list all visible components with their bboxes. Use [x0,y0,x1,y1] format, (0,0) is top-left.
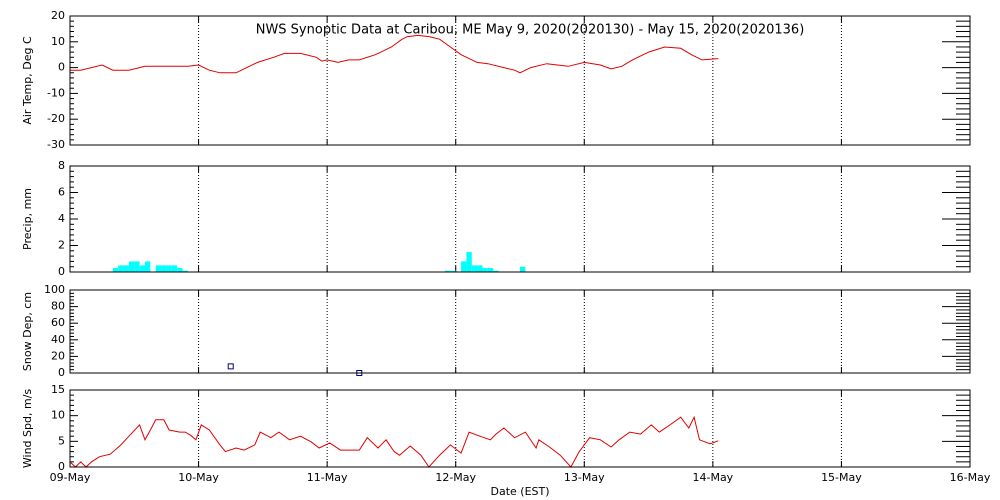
y-tick-label: 60 [51,316,65,329]
panel: 09-May 10-May 11-May 12-May 13-May 14-May 15-M… [21,383,991,498]
y-tick-label: 2 [58,239,65,252]
bar [461,261,467,272]
panel: -30 -20 -10 0 10 20 Air Temp, Deg C NWS Synopti… [21,9,971,151]
y-tick-label: 4 [58,212,65,225]
y-axis-label: Wind Spd, m/s [21,389,34,469]
y-tick-label: -20 [47,112,65,125]
y-tick-label: 15 [51,383,65,396]
bar [182,270,188,272]
plot-frame [69,389,971,468]
y-tick-label: 6 [58,186,65,199]
x-tick-label: 09-May [50,471,91,484]
bar [466,252,472,272]
bar [128,261,135,272]
bar [145,261,151,272]
bar [155,265,162,272]
plot-frame [69,289,971,374]
x-tick-label: 16-May [950,471,991,484]
bar [450,270,456,272]
panel: 0 2 4 6 8 Precip, mm [21,159,971,278]
plot-frame [69,165,971,273]
bar [177,268,183,272]
x-tick-label: 10-May [178,471,219,484]
bar [161,265,167,272]
y-tick-label: -10 [47,86,65,99]
y-tick-label: 20 [51,9,65,22]
y-tick-label: 0 [58,366,65,379]
bar [166,265,172,272]
x-tick-label: 15-May [821,471,862,484]
line [70,34,719,74]
bar [118,265,124,272]
y-tick-label: 80 [51,300,65,313]
panel: 0 20 40 60 80 100 Snow Dep, cm [21,283,971,379]
bar [134,261,140,272]
y-tick-label: 10 [51,35,65,48]
bar [477,265,483,272]
x-tick-label: 14-May [692,471,733,484]
y-tick-label: 5 [58,434,65,447]
bar [112,268,119,272]
bar [139,265,145,272]
x-tick-label: 12-May [435,471,476,484]
bar [493,270,499,272]
bar [520,266,526,272]
bar [171,265,178,272]
bar [445,270,451,272]
bar [471,265,478,272]
y-tick-label: 20 [51,349,65,362]
y-axis-label: Air Temp, Deg C [21,36,34,125]
y-tick-label: 10 [51,409,65,422]
y-axis-label: Snow Dep, cm [21,292,34,371]
point [227,363,234,370]
y-tick-label: -30 [47,138,65,151]
x-tick-label: 13-May [564,471,605,484]
y-tick-label: 40 [51,333,65,346]
y-tick-label: 0 [58,460,65,473]
x-tick-label: 11-May [307,471,348,484]
plot-frame [69,15,971,146]
bar [487,268,494,272]
line [69,415,719,468]
bar [482,268,488,272]
y-tick-label: 0 [58,265,65,278]
x-axis-label: Date (EST) [490,485,549,498]
y-tick-label: 8 [58,159,65,172]
y-tick-label: 0 [58,61,65,74]
chart-title: NWS Synoptic Data at Caribou, ME May 9, … [256,23,805,38]
bar [123,265,129,272]
y-axis-label: Precip, mm [21,188,34,250]
y-tick-label: 100 [44,283,65,296]
